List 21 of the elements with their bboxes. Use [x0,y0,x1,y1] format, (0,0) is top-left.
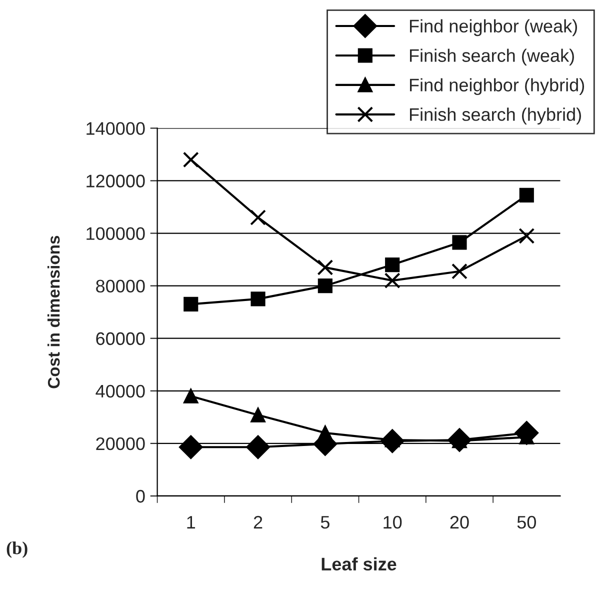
x-tick-label: 20 [450,516,469,529]
legend-label: Find neighbor (weak) [410,19,577,36]
text: (b) [6,542,28,558]
y-tick-label: 60000 [96,332,145,346]
y-tick-label: 100000 [86,227,145,240]
x-tick-label: 1 [187,516,196,528]
y-tick-label: 40000 [96,384,145,398]
legend-label: Find neighbor (hybrid) [410,78,584,96]
x-axis-title: Leaf size [322,557,396,571]
legend-label: Finish search (weak) [410,48,574,66]
y-tick-label: 80000 [96,280,145,293]
x-tick-label: 10 [384,516,402,529]
x-tick-label: 5 [320,516,330,529]
y-tick-label: 140000 [86,122,145,135]
y-tick-label: 0 [136,490,145,503]
y-tick-label: 120000 [86,174,145,188]
legend-label: Finish search (hybrid) [410,108,581,124]
x-tick-label: 50 [517,516,536,529]
y-tick-label: 20000 [96,437,145,450]
y-axis-title: Cost in dimensions [47,236,60,388]
x-tick-label: 2 [254,516,262,528]
